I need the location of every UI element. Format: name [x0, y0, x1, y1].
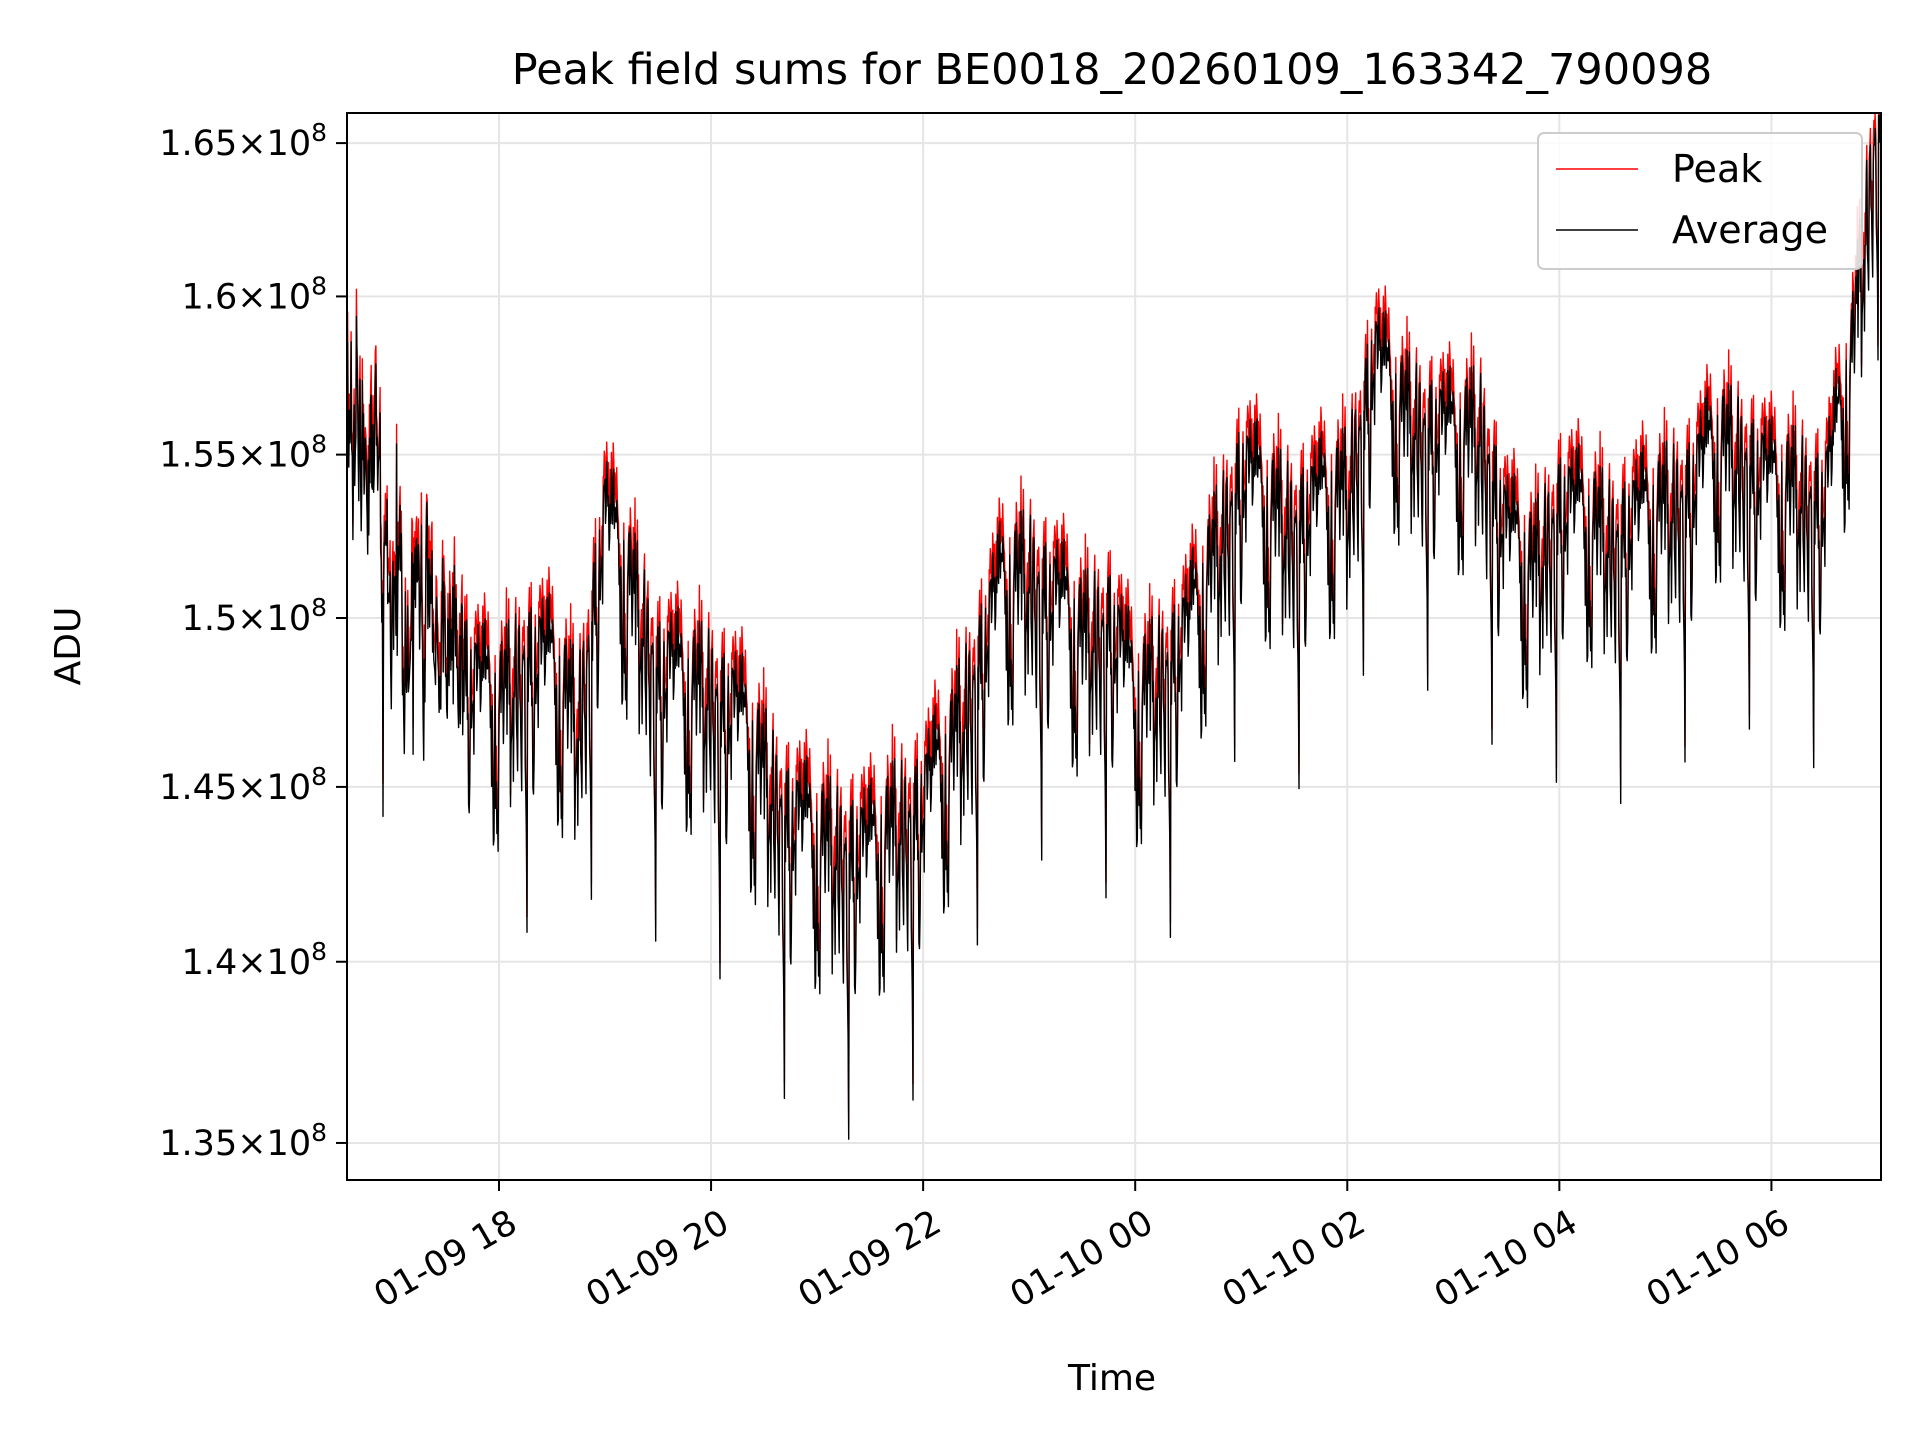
y-tick-label: 1.55×108 — [159, 430, 327, 476]
y-axis: 1.35×108 1.4×108 1.45×108 1.5×108 1.55×108 1.… — [159, 118, 347, 1164]
plot-series — [346, 113, 1882, 1140]
y-tick-label: 1.45×108 — [159, 762, 327, 808]
chart-title: Peak field sums for BE0018_20260109_1633… — [512, 45, 1712, 95]
y-tick-label: 1.65×108 — [159, 118, 327, 164]
plot-frame — [346, 112, 1882, 1181]
legend: Peak Average — [1537, 132, 1863, 270]
y-tick-label: 1.4×108 — [182, 937, 327, 983]
y-tick-label: 1.6×108 — [182, 271, 327, 317]
x-axis-label: Time — [1067, 1358, 1156, 1399]
legend-peak-label: Peak — [1672, 147, 1762, 191]
y-tick-label: 1.35×108 — [159, 1118, 327, 1164]
y-tick-label: 1.5×108 — [182, 593, 327, 639]
series-average-line — [346, 114, 1882, 1140]
legend-box — [1537, 132, 1863, 270]
legend-average-label: Average — [1672, 208, 1828, 252]
y-axis-label: ADU — [48, 607, 89, 686]
